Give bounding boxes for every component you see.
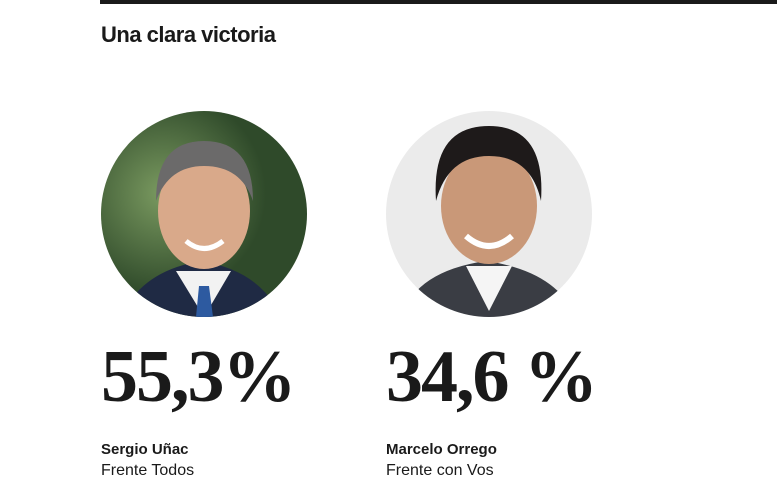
candidate-name: Sergio Uñac bbox=[101, 441, 189, 458]
party: Frente con Vos bbox=[386, 462, 494, 479]
title: Una clara victoria bbox=[101, 22, 276, 47]
party: Frente Todos bbox=[101, 462, 195, 479]
percentage: 34,6 % bbox=[386, 336, 598, 418]
top-rule bbox=[100, 0, 777, 4]
candidate-photo bbox=[101, 111, 307, 317]
candidate-photo bbox=[386, 111, 592, 317]
percentage: 55,3% bbox=[101, 336, 296, 418]
candidate-name: Marcelo Orrego bbox=[386, 441, 497, 458]
